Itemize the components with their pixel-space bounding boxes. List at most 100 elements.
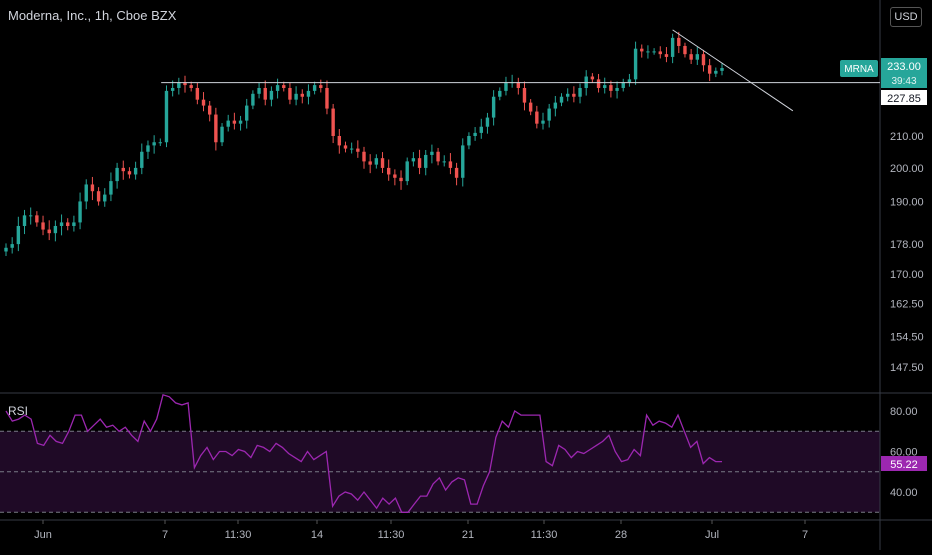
rsi-band bbox=[0, 431, 880, 513]
candle-body bbox=[115, 167, 119, 182]
candle-body bbox=[28, 215, 33, 217]
candle bbox=[263, 80, 267, 106]
candle bbox=[430, 144, 434, 164]
candle-body bbox=[331, 108, 335, 136]
currency-button[interactable]: USD bbox=[890, 7, 922, 27]
candle-body bbox=[164, 90, 169, 143]
candle-body bbox=[417, 158, 422, 168]
candle bbox=[312, 81, 317, 95]
candle bbox=[603, 77, 607, 94]
candle bbox=[467, 132, 471, 150]
candle bbox=[226, 114, 230, 132]
rsi-label: RSI bbox=[8, 404, 29, 418]
candle-body bbox=[461, 145, 465, 178]
candle-body bbox=[454, 167, 459, 178]
candle-body bbox=[670, 37, 675, 57]
candle bbox=[442, 155, 446, 167]
candle bbox=[714, 67, 718, 78]
candle bbox=[121, 160, 125, 180]
candle bbox=[386, 159, 391, 181]
candle bbox=[473, 127, 477, 141]
candle-body bbox=[312, 85, 317, 91]
candle bbox=[245, 98, 249, 129]
last-price-text: 233.00 bbox=[887, 61, 921, 73]
candle-body bbox=[294, 93, 298, 100]
candle bbox=[522, 81, 527, 111]
candle bbox=[84, 179, 88, 210]
candle bbox=[454, 162, 459, 186]
candle-body bbox=[90, 184, 95, 192]
candle-body bbox=[47, 229, 51, 234]
candle-body bbox=[701, 54, 706, 66]
candle-body bbox=[399, 177, 403, 182]
candle bbox=[288, 82, 292, 105]
candle-body bbox=[411, 158, 416, 162]
candle-body bbox=[430, 151, 434, 155]
candle bbox=[325, 80, 329, 115]
candle-body bbox=[448, 161, 453, 168]
price-tick-label: 210.00 bbox=[890, 131, 924, 143]
candle bbox=[627, 73, 632, 87]
candle-body bbox=[565, 93, 570, 97]
candle bbox=[374, 154, 379, 169]
candle-body bbox=[146, 145, 150, 152]
time-tick-label: 7 bbox=[802, 529, 808, 541]
price-tick-label: 178.00 bbox=[890, 239, 924, 251]
candle bbox=[140, 143, 144, 175]
candle-body bbox=[553, 102, 558, 109]
candle-body bbox=[177, 82, 181, 88]
candle-body bbox=[356, 148, 360, 152]
candle bbox=[541, 112, 545, 130]
candle bbox=[658, 46, 662, 59]
candle-body bbox=[640, 48, 644, 52]
time-tick-label: 11:30 bbox=[225, 529, 252, 541]
candle bbox=[504, 76, 508, 96]
candle-body bbox=[53, 225, 58, 234]
candle bbox=[640, 44, 644, 58]
candle bbox=[207, 100, 212, 122]
candle bbox=[485, 112, 490, 134]
candle-body bbox=[35, 215, 39, 223]
candle-body bbox=[646, 51, 650, 53]
candle bbox=[633, 41, 638, 85]
candle-body bbox=[393, 174, 397, 178]
candle bbox=[177, 77, 181, 95]
candle bbox=[53, 220, 58, 242]
candle-body bbox=[59, 222, 64, 226]
candle-body bbox=[541, 120, 545, 124]
candle bbox=[689, 48, 693, 64]
candle bbox=[664, 47, 669, 63]
last-price-badge: 233.00 39:43 bbox=[881, 58, 927, 88]
candle bbox=[720, 62, 724, 76]
candle bbox=[535, 105, 539, 129]
candle bbox=[146, 140, 150, 159]
price-tick-label: 200.00 bbox=[890, 163, 924, 175]
candle bbox=[35, 211, 39, 227]
candle bbox=[158, 138, 163, 147]
price-tick-label: 162.50 bbox=[890, 299, 924, 311]
symbol-badge-text: MRNA bbox=[844, 64, 874, 75]
chart-title: Moderna, Inc., 1h, Cboe BZX bbox=[8, 8, 177, 23]
candle-body bbox=[467, 136, 471, 146]
candle bbox=[349, 142, 354, 154]
candle bbox=[491, 90, 496, 126]
candle bbox=[553, 95, 558, 117]
candle bbox=[362, 146, 366, 169]
candle bbox=[393, 169, 397, 186]
candle bbox=[547, 103, 551, 128]
candle-body bbox=[720, 68, 724, 71]
candle bbox=[10, 237, 14, 254]
candle bbox=[109, 172, 113, 202]
candle-body bbox=[528, 102, 533, 112]
candle bbox=[621, 78, 625, 92]
candle-body bbox=[596, 79, 601, 88]
candle-body bbox=[103, 194, 107, 202]
rsi-value-badge-bg bbox=[881, 456, 927, 471]
rsi-tick-label: 40.00 bbox=[890, 487, 918, 499]
price-tick-label: 154.50 bbox=[890, 332, 924, 344]
candle bbox=[90, 176, 95, 201]
time-tick-label: 11:30 bbox=[378, 529, 405, 541]
candle-body bbox=[275, 85, 280, 91]
